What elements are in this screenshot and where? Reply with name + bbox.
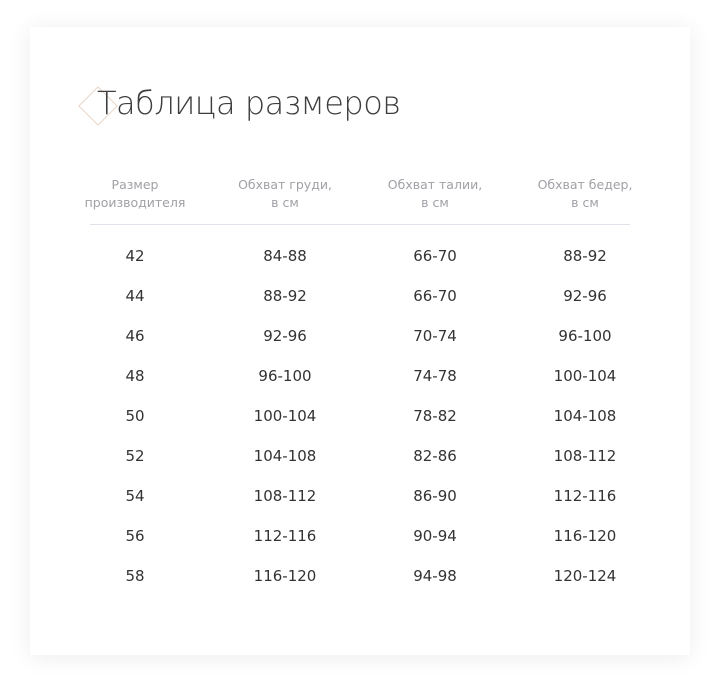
column-header-line: Обхват груди,	[238, 177, 332, 192]
table-row: 46 92-96 70-74 96-100	[60, 316, 660, 356]
cell-hips: 104-108	[553, 407, 617, 425]
cell-manufacturer-size: 44	[125, 287, 145, 305]
table-row: 48 96-100 74-78 100-104	[60, 356, 660, 396]
cell-manufacturer-size: 48	[125, 367, 145, 385]
cell-waist: 90-94	[413, 527, 457, 545]
cell-chest: 116-120	[253, 567, 317, 585]
table-row: 50 100-104 78-82 104-108	[60, 396, 660, 436]
column-header-line: в см	[421, 195, 449, 210]
cell-chest: 84-88	[263, 247, 307, 265]
cell-hips: 96-100	[558, 327, 612, 345]
cell-chest: 100-104	[253, 407, 317, 425]
column-header-line: в см	[571, 195, 599, 210]
cell-hips: 108-112	[553, 447, 617, 465]
cell-hips: 92-96	[563, 287, 607, 305]
cell-waist: 82-86	[413, 447, 457, 465]
cell-hips: 120-124	[553, 567, 617, 585]
page-title: Таблица размеров	[97, 84, 401, 122]
cell-waist: 86-90	[413, 487, 457, 505]
size-table-body: 42 84-88 66-70 88-92 44 88-92 66-70 92-96 46 92-9…	[60, 236, 660, 596]
column-header-hips: Обхват бедер, в см	[510, 176, 660, 212]
cell-waist: 78-82	[413, 407, 457, 425]
table-row: 56 112-116 90-94 116-120	[60, 516, 660, 556]
cell-chest: 92-96	[263, 327, 307, 345]
column-header-line: Размер	[111, 177, 159, 192]
cell-manufacturer-size: 50	[125, 407, 145, 425]
cell-manufacturer-size: 58	[125, 567, 145, 585]
cell-hips: 100-104	[553, 367, 617, 385]
header-divider	[90, 224, 630, 225]
cell-waist: 94-98	[413, 567, 457, 585]
table-row: 52 104-108 82-86 108-112	[60, 436, 660, 476]
cell-chest: 112-116	[253, 527, 317, 545]
cell-hips: 116-120	[553, 527, 617, 545]
cell-hips: 112-116	[553, 487, 617, 505]
column-header-line: Обхват бедер,	[537, 177, 633, 192]
column-header-line: производителя	[84, 195, 186, 210]
column-header-waist: Обхват талии, в см	[360, 176, 510, 212]
table-row: 42 84-88 66-70 88-92	[60, 236, 660, 276]
cell-manufacturer-size: 56	[125, 527, 145, 545]
cell-manufacturer-size: 54	[125, 487, 145, 505]
cell-hips: 88-92	[563, 247, 607, 265]
table-row: 44 88-92 66-70 92-96	[60, 276, 660, 316]
column-header-chest: Обхват груди, в см	[210, 176, 360, 212]
column-header-manufacturer-size: Размер производителя	[60, 176, 210, 212]
cell-chest: 108-112	[253, 487, 317, 505]
cell-waist: 70-74	[413, 327, 457, 345]
column-header-line: Обхват талии,	[387, 177, 483, 192]
cell-waist: 66-70	[413, 287, 457, 305]
cell-chest: 88-92	[263, 287, 307, 305]
size-chart-card	[30, 27, 690, 655]
cell-waist: 74-78	[413, 367, 457, 385]
column-header-line: в см	[271, 195, 299, 210]
cell-manufacturer-size: 52	[125, 447, 145, 465]
cell-manufacturer-size: 42	[125, 247, 145, 265]
cell-chest: 96-100	[258, 367, 312, 385]
cell-waist: 66-70	[413, 247, 457, 265]
table-row: 54 108-112 86-90 112-116	[60, 476, 660, 516]
cell-manufacturer-size: 46	[125, 327, 145, 345]
table-header: Размер производителя Обхват груди, в см Обхв…	[60, 176, 660, 212]
table-row: 58 116-120 94-98 120-124	[60, 556, 660, 596]
cell-chest: 104-108	[253, 447, 317, 465]
